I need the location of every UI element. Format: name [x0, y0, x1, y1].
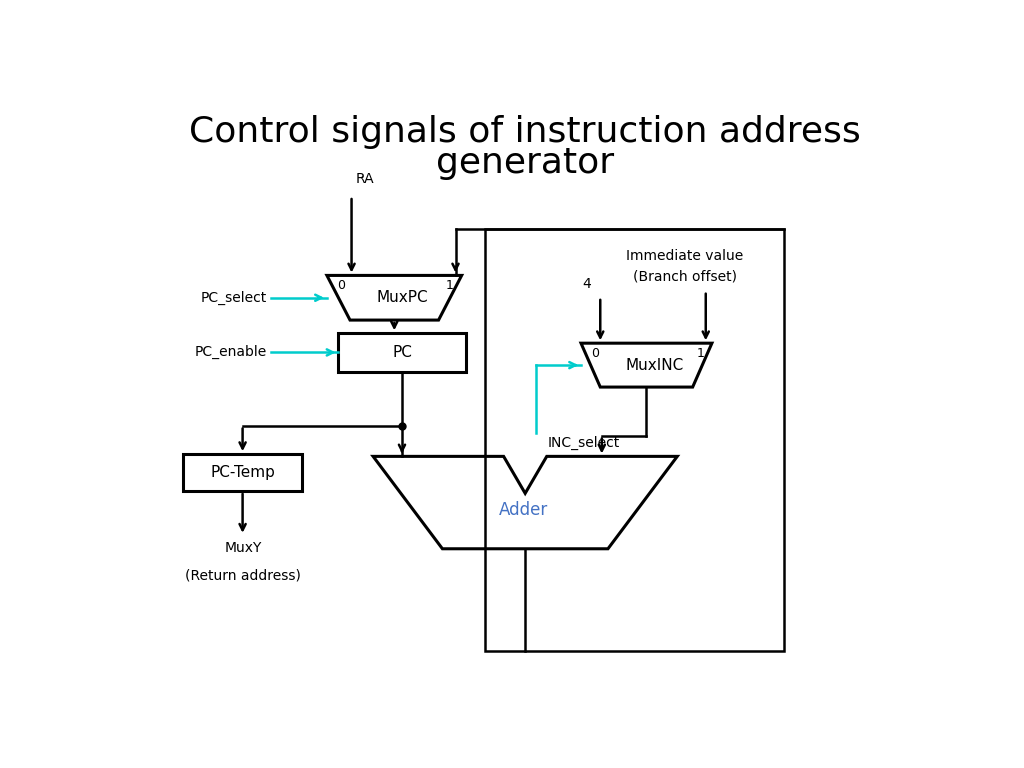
- Text: MuxPC: MuxPC: [376, 290, 428, 305]
- Text: PC: PC: [392, 345, 412, 360]
- Text: generator: generator: [436, 146, 613, 180]
- Text: INC_select: INC_select: [548, 435, 621, 450]
- Text: 0: 0: [591, 347, 599, 360]
- Text: 1: 1: [696, 347, 705, 360]
- Text: Immediate value: Immediate value: [627, 249, 743, 263]
- Text: RA: RA: [356, 172, 375, 186]
- Bar: [484, 229, 783, 651]
- Text: Control signals of instruction address: Control signals of instruction address: [188, 115, 861, 149]
- Text: PC_select: PC_select: [201, 290, 267, 305]
- Text: (Return address): (Return address): [185, 568, 301, 582]
- Text: 4: 4: [582, 276, 591, 291]
- Bar: [183, 454, 302, 491]
- Text: PC-Temp: PC-Temp: [210, 465, 275, 480]
- Text: (Branch offset): (Branch offset): [633, 270, 737, 284]
- Text: 0: 0: [337, 280, 345, 293]
- Text: MuxY: MuxY: [224, 541, 262, 555]
- Bar: [339, 333, 466, 372]
- Text: 1: 1: [446, 280, 454, 293]
- Text: Adder: Adder: [499, 502, 548, 519]
- Text: PC_enable: PC_enable: [195, 346, 267, 359]
- Text: MuxINC: MuxINC: [625, 358, 683, 372]
